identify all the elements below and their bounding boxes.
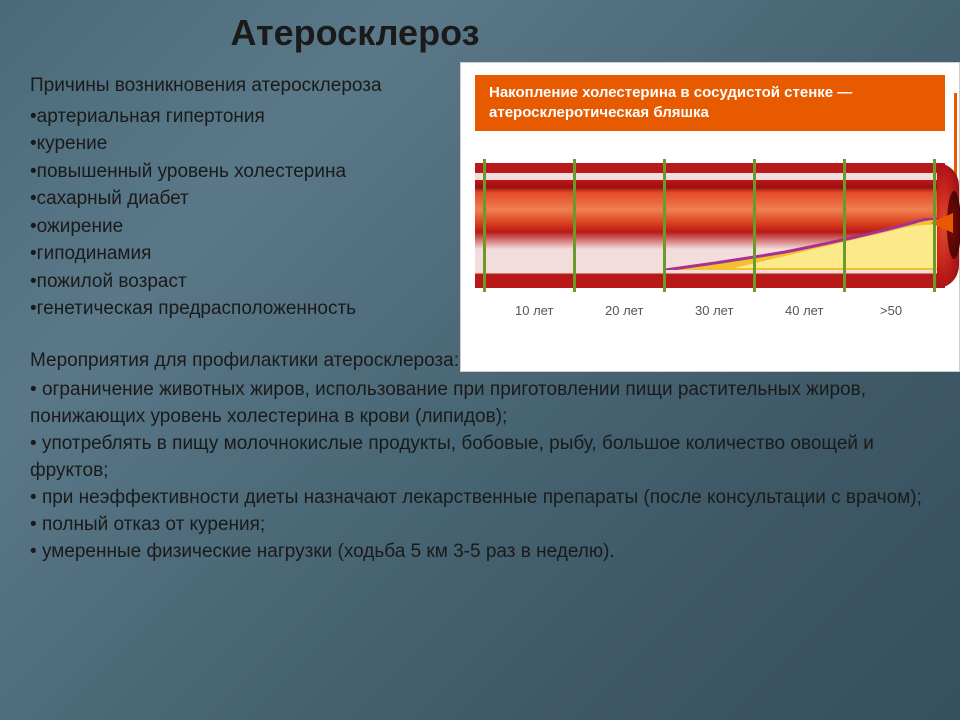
cause-text: гиподинамия — [37, 243, 152, 264]
cause-text: ожирение — [37, 216, 123, 237]
age-label: 30 лет — [695, 303, 733, 318]
list-item: • употреблять в пищу молочнокислые проду… — [30, 431, 930, 485]
cause-text: курение — [37, 133, 108, 154]
cause-text: пожилой возраст — [37, 271, 187, 292]
page-title: Атеросклероз — [30, 12, 680, 54]
cause-text: артериальная гипертония — [37, 106, 265, 127]
age-label: 10 лет — [515, 303, 553, 318]
age-label: 20 лет — [605, 303, 643, 318]
prevention-text: ограничение животных жиров, использовани… — [30, 379, 866, 427]
diagram-banner: Накопление холестерина в сосудистой стен… — [475, 75, 945, 131]
list-item: • при неэффективности диеты назначают ле… — [30, 485, 930, 512]
age-label: >50 — [880, 303, 902, 318]
segment-divider — [843, 159, 846, 292]
segment-divider — [483, 159, 486, 292]
cause-text: повышенный уровень холестерина — [37, 161, 346, 182]
list-item: • умеренные физические нагрузки (ходьба … — [30, 539, 930, 566]
banner-line2: атеросклеротическая бляшка — [489, 104, 709, 121]
list-item: • полный отказ от курения; — [30, 512, 930, 539]
segment-divider — [663, 159, 666, 292]
banner-line1: Накопление холестерина в сосудистой стен… — [489, 84, 852, 101]
prevention-text: умеренные физические нагрузки (ходьба 5 … — [42, 541, 615, 562]
prevention-text: при неэффективности диеты назначают лека… — [42, 487, 922, 508]
prevention-text: употреблять в пищу молочнокислые продукт… — [30, 433, 874, 481]
list-item: • ограничение животных жиров, использова… — [30, 377, 930, 431]
prevention-block: Мероприятия для профилактики атеросклеро… — [30, 347, 930, 566]
segment-divider — [753, 159, 756, 292]
artery-diagram: Накопление холестерина в сосудистой стен… — [460, 62, 960, 372]
segment-divider — [573, 159, 576, 292]
segment-divider — [933, 159, 936, 292]
cause-text: сахарный диабет — [37, 188, 189, 209]
artery — [475, 163, 945, 288]
cause-text: генетическая предрасположенность — [37, 298, 356, 319]
prevention-text: полный отказ от курения; — [42, 514, 265, 535]
age-label: 40 лет — [785, 303, 823, 318]
artery-wrap: 10 лет 20 лет 30 лет 40 лет >50 — [475, 163, 945, 328]
plaque — [665, 218, 945, 270]
